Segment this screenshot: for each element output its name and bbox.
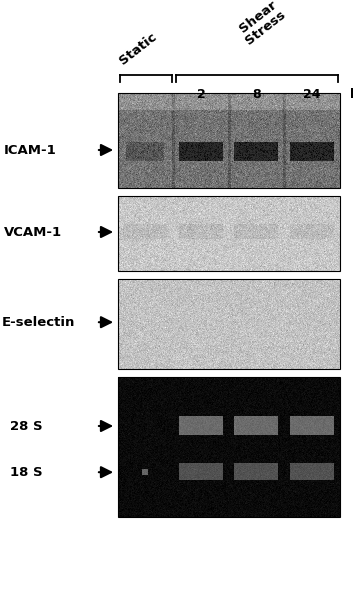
Text: E-selectin: E-selectin — [2, 316, 76, 329]
Bar — [118, 279, 340, 369]
Bar — [118, 93, 340, 188]
Text: Shear
Stress: Shear Stress — [235, 0, 288, 47]
Bar — [118, 377, 340, 517]
Text: VCAM-1: VCAM-1 — [4, 225, 62, 238]
Text: Static: Static — [116, 30, 159, 67]
Text: 28 S: 28 S — [10, 419, 43, 432]
Text: 2: 2 — [197, 88, 206, 101]
Text: hr: hr — [350, 88, 353, 101]
Bar — [118, 196, 340, 271]
Text: 8: 8 — [252, 88, 261, 101]
Text: 24: 24 — [304, 88, 321, 101]
Text: 18 S: 18 S — [10, 465, 43, 479]
Text: ICAM-1: ICAM-1 — [4, 144, 57, 156]
